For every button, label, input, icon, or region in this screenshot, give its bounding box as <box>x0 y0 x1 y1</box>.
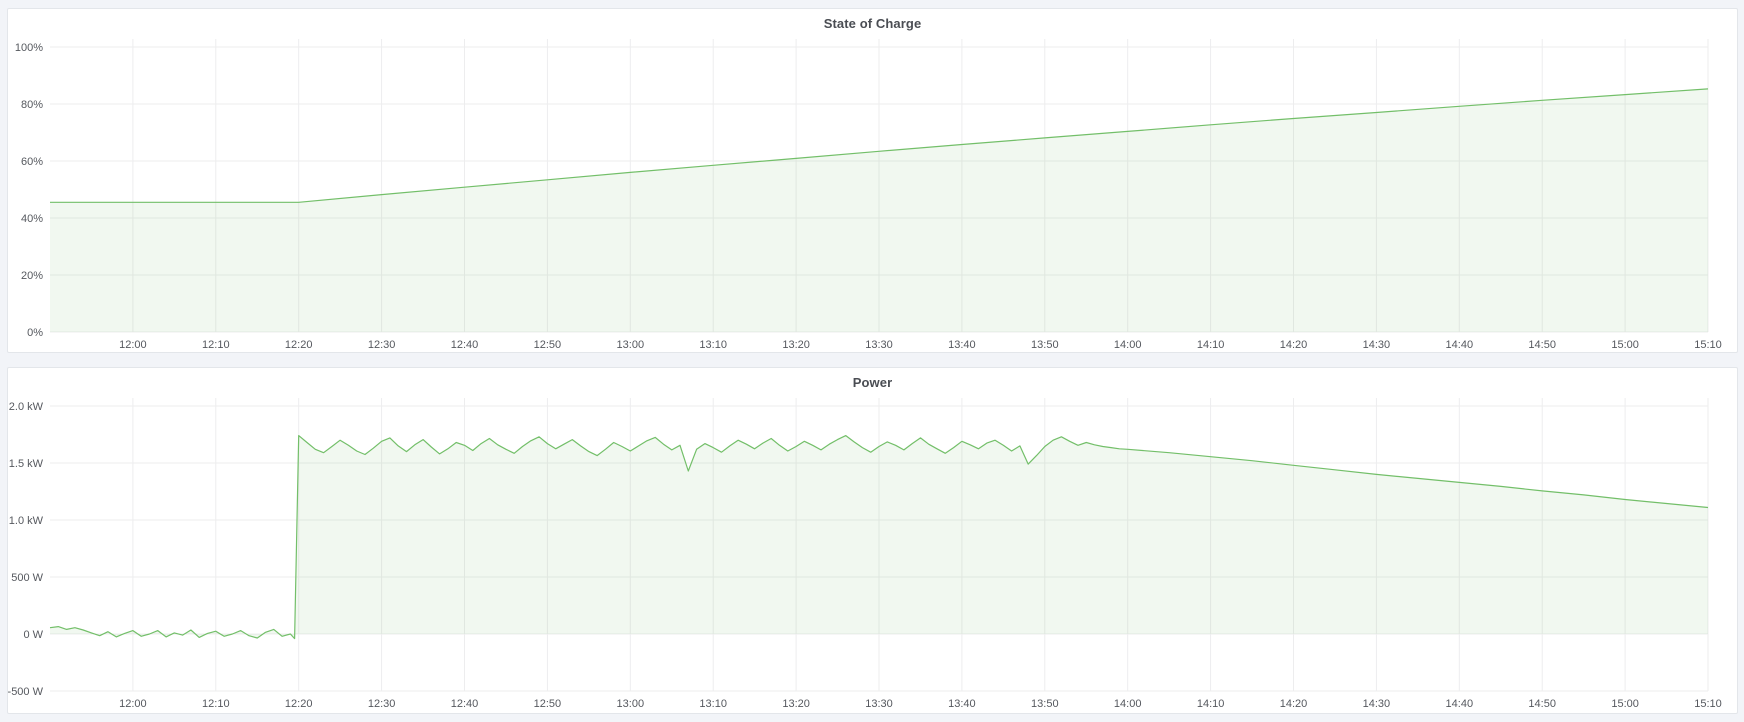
power-series-fill <box>50 435 1708 639</box>
x-tick-label: 12:10 <box>202 698 230 710</box>
soc-chart[interactable]: 100% 80% 60% 40% 20% 0% 12:00 12:10 12:20 12:30 12… <box>8 37 1737 351</box>
x-tick-label: 14:00 <box>1114 339 1142 351</box>
x-tick-label: 12:10 <box>202 339 230 351</box>
y-tick-label: 40% <box>21 213 43 225</box>
power-series-line <box>49 434 1709 640</box>
x-tick-label: 15:00 <box>1611 339 1639 351</box>
x-tick-label: 13:20 <box>782 339 810 351</box>
x-tick-label: 15:10 <box>1694 698 1722 710</box>
x-tick-label: 14:20 <box>1280 339 1308 351</box>
y-tick-label: 1.0 kW <box>9 515 44 527</box>
x-tick-label: 13:00 <box>617 339 645 351</box>
x-tick-label: 14:50 <box>1528 339 1556 351</box>
x-tick-label: 15:00 <box>1611 698 1639 710</box>
x-tick-label: 13:40 <box>948 339 976 351</box>
x-tick-label: 14:30 <box>1363 698 1391 710</box>
panel-header: Power <box>8 368 1737 396</box>
x-tick-label: 14:50 <box>1528 698 1556 710</box>
y-tick-label: 80% <box>21 99 43 111</box>
x-tick-label: 12:20 <box>285 339 313 351</box>
y-tick-label: 0 W <box>23 629 43 641</box>
soc-series-line <box>50 88 1709 203</box>
x-tick-label: 13:50 <box>1031 698 1059 710</box>
x-tick-label: 12:50 <box>534 698 562 710</box>
x-tick-label: 12:30 <box>368 698 396 710</box>
panel-title-power[interactable]: Power <box>852 374 893 390</box>
x-tick-label: 13:40 <box>948 698 976 710</box>
y-tick-label: 60% <box>21 156 43 168</box>
x-tick-label: 12:30 <box>368 339 396 351</box>
y-tick-label: 20% <box>21 270 43 282</box>
x-tick-label: 14:00 <box>1114 698 1142 710</box>
y-tick-label: 1.5 kW <box>9 458 44 470</box>
x-tick-label: 12:40 <box>451 339 479 351</box>
x-tick-label: 12:40 <box>451 698 479 710</box>
x-tick-label: 13:30 <box>865 339 893 351</box>
panel-title-state-of-charge[interactable]: State of Charge <box>823 15 922 31</box>
x-tick-label: 13:00 <box>617 698 645 710</box>
x-tick-label: 13:10 <box>699 698 727 710</box>
x-tick-label: 12:00 <box>119 698 147 710</box>
x-tick-label: 14:40 <box>1446 339 1474 351</box>
y-tick-label: 100% <box>15 42 43 54</box>
power-chart-area: 2.0 kW 1.5 kW 1.0 kW 500 W 0 W -500 W 12:00 12:… <box>8 396 1737 711</box>
y-tick-label: 2.0 kW <box>9 401 44 413</box>
x-tick-label: 15:10 <box>1694 339 1722 351</box>
power-chart[interactable]: 2.0 kW 1.5 kW 1.0 kW 500 W 0 W -500 W 12:00 12:… <box>8 396 1737 711</box>
x-tick-label: 14:40 <box>1446 698 1474 710</box>
x-tick-label: 12:00 <box>119 339 147 351</box>
panel-power: Power 2.0 kW 1.5 kW 1.0 kW 500 W 0 W -500 W 12… <box>7 367 1738 714</box>
y-tick-label: 500 W <box>11 572 43 584</box>
y-tick-label: -500 W <box>8 686 44 698</box>
soc-series-fill <box>50 88 1708 333</box>
y-tick-label: 0% <box>27 327 43 339</box>
soc-chart-area: 100% 80% 60% 40% 20% 0% 12:00 12:10 12:20 12:30 12… <box>8 37 1737 351</box>
panel-state-of-charge: State of Charge 100% 80% 60% 40% 20% 0% 12:00 1… <box>7 8 1738 353</box>
x-tick-label: 12:20 <box>285 698 313 710</box>
x-tick-label: 12:50 <box>534 339 562 351</box>
x-tick-label: 14:10 <box>1197 698 1225 710</box>
x-tick-label: 14:20 <box>1280 698 1308 710</box>
x-tick-label: 13:30 <box>865 698 893 710</box>
x-tick-label: 13:10 <box>699 339 727 351</box>
x-tick-label: 14:10 <box>1197 339 1225 351</box>
panel-header: State of Charge <box>8 9 1737 37</box>
x-tick-label: 13:20 <box>782 698 810 710</box>
x-tick-label: 14:30 <box>1363 339 1391 351</box>
x-tick-label: 13:50 <box>1031 339 1059 351</box>
